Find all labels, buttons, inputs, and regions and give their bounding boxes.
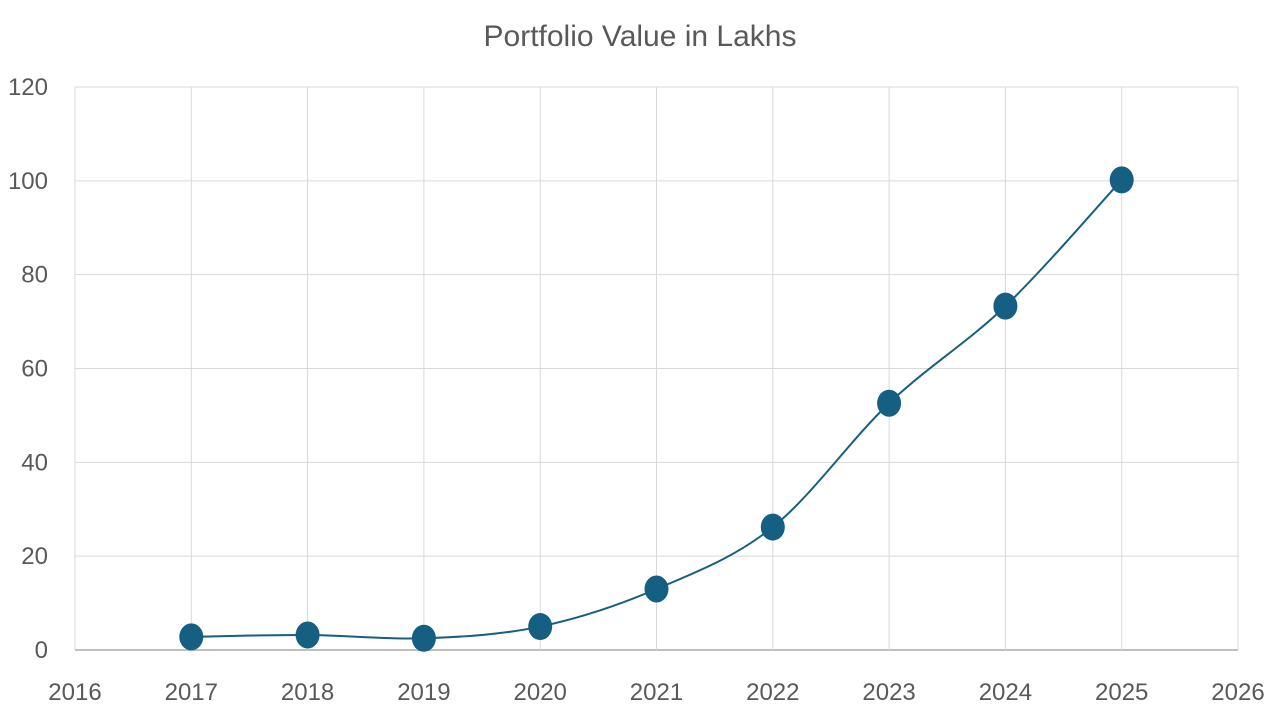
- series-line: [191, 179, 1123, 640]
- y-tick-label: 80: [21, 262, 48, 289]
- y-tick-label: 120: [8, 74, 48, 101]
- x-tick-label: 2019: [397, 679, 450, 706]
- data-point: [179, 623, 204, 651]
- y-tick-label: 100: [8, 168, 48, 195]
- x-tick-label: 2021: [630, 679, 683, 706]
- y-tick-label: 0: [35, 637, 48, 664]
- y-tick-label: 60: [21, 356, 48, 383]
- data-point: [993, 292, 1018, 320]
- x-tick-label: 2022: [746, 679, 799, 706]
- data-point: [877, 389, 902, 417]
- data-point: [644, 575, 669, 603]
- x-tick-label: 2017: [165, 679, 218, 706]
- x-tick-label: 2023: [862, 679, 915, 706]
- x-tick-label: 2026: [1211, 679, 1264, 706]
- data-point: [760, 513, 785, 541]
- x-tick-label: 2016: [48, 679, 101, 706]
- x-tick-label: 2020: [514, 679, 567, 706]
- x-tick-label: 2018: [281, 679, 334, 706]
- y-tick-label: 40: [21, 449, 48, 476]
- data-point: [411, 624, 436, 652]
- x-tick-label: 2024: [979, 679, 1032, 706]
- data-point: [528, 613, 553, 641]
- chart-title: Portfolio Value in Lakhs: [484, 20, 797, 53]
- x-tick-label: 2025: [1095, 679, 1148, 706]
- data-point: [1109, 166, 1134, 194]
- data-point: [295, 621, 320, 649]
- y-tick-label: 20: [21, 543, 48, 570]
